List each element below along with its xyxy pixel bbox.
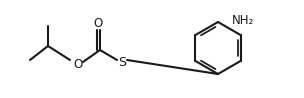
Text: O: O [94,16,103,29]
Text: NH₂: NH₂ [232,14,254,26]
Text: S: S [118,55,126,69]
Text: O: O [73,58,83,70]
